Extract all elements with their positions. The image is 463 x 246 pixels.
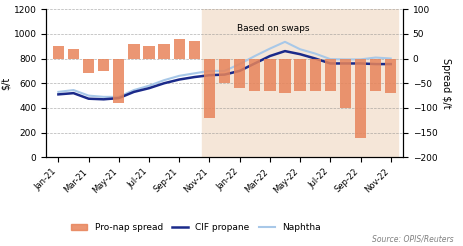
Bar: [325, 59, 336, 91]
Bar: [370, 59, 382, 91]
Bar: [83, 59, 94, 73]
Bar: [68, 49, 79, 59]
Text: Source: OPIS/Reuters: Source: OPIS/Reuters: [372, 234, 454, 244]
Bar: [204, 59, 215, 118]
Bar: [202, 9, 398, 157]
Bar: [128, 44, 139, 59]
Y-axis label: $/t: $/t: [1, 77, 11, 90]
Bar: [294, 59, 306, 91]
Bar: [113, 59, 125, 103]
Bar: [158, 44, 170, 59]
Bar: [264, 59, 275, 91]
Bar: [144, 46, 155, 59]
Bar: [310, 59, 321, 91]
Bar: [98, 59, 109, 71]
Bar: [219, 59, 230, 83]
Bar: [385, 59, 396, 93]
Bar: [355, 59, 366, 138]
Bar: [249, 59, 260, 91]
Bar: [53, 46, 64, 59]
Bar: [279, 59, 291, 93]
Legend: Pro-nap spread, CIF propane, Naphtha: Pro-nap spread, CIF propane, Naphtha: [68, 220, 325, 236]
Bar: [174, 39, 185, 59]
Text: Based on swaps: Based on swaps: [237, 24, 310, 33]
Bar: [234, 59, 245, 88]
Bar: [189, 41, 200, 59]
Bar: [340, 59, 351, 108]
Y-axis label: Spread $/t: Spread $/t: [441, 58, 451, 108]
